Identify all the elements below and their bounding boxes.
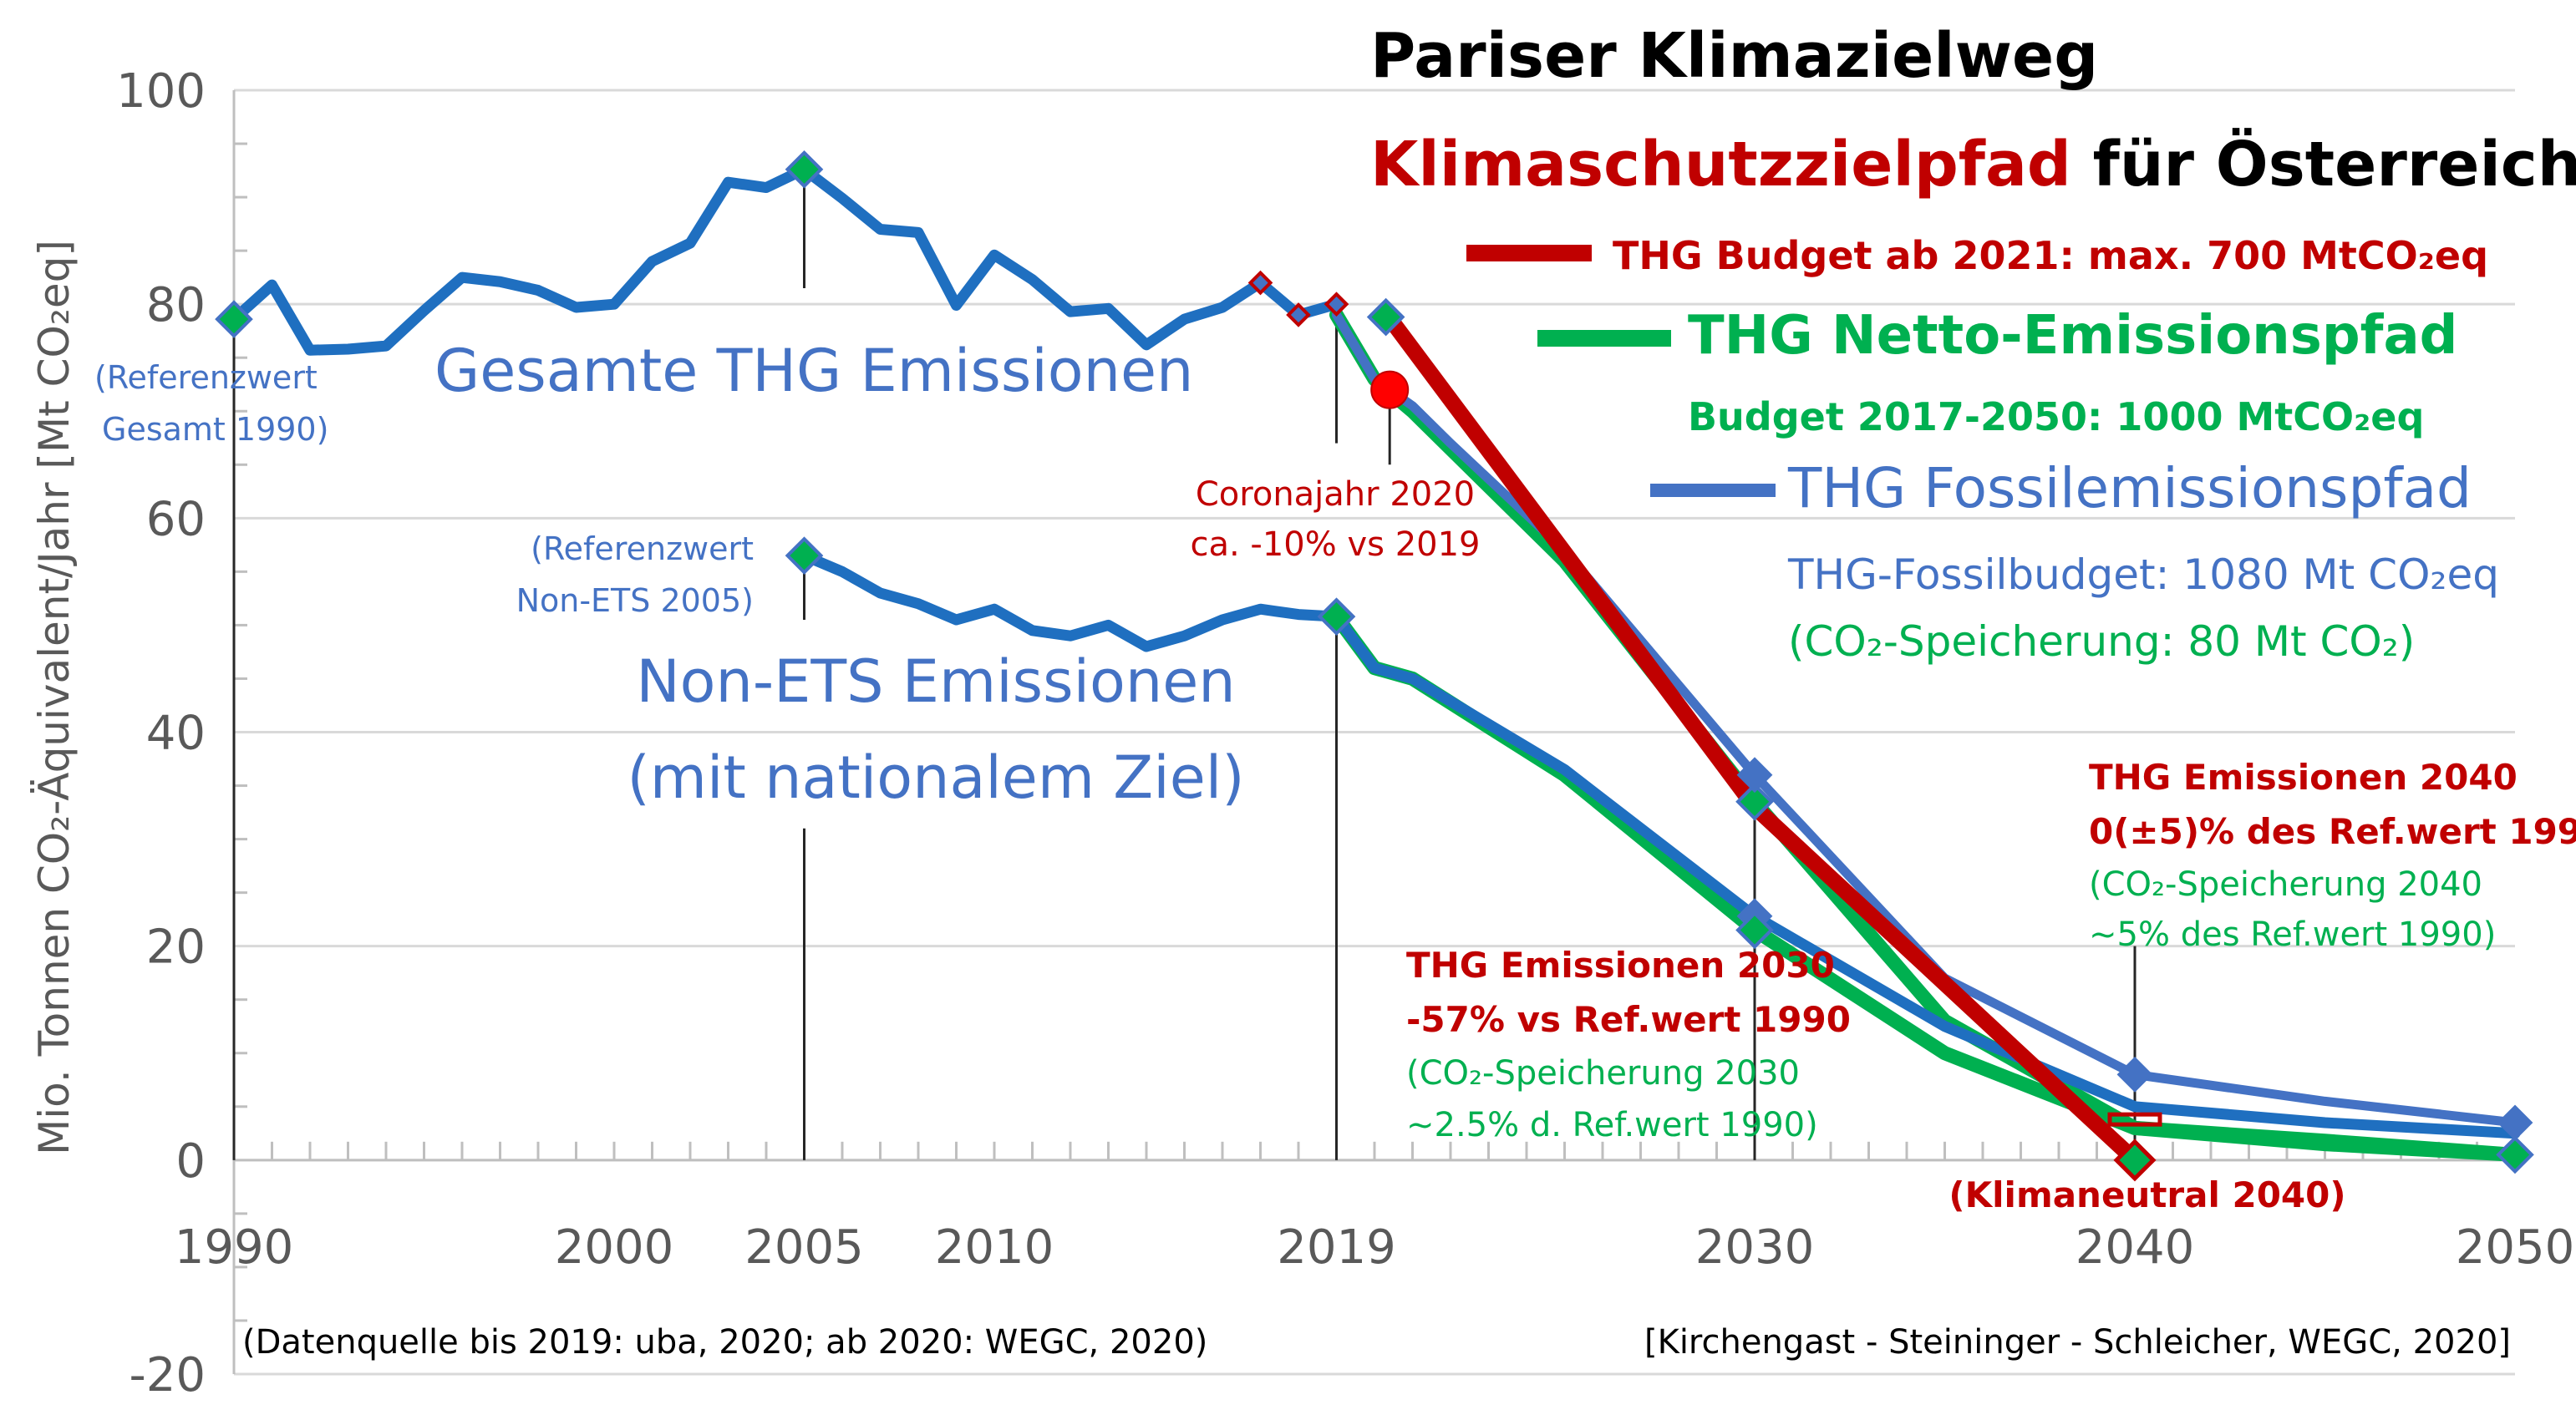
annotation-corona-b: ca. -10% vs 2019 bbox=[1190, 525, 1480, 564]
legend-sublabel-netto: Budget 2017-2050: 1000 MtCO₂eq bbox=[1688, 394, 2424, 439]
marker-diamond bbox=[1324, 292, 1349, 317]
chart-title: Pariser Klimazielweg bbox=[1370, 20, 2098, 92]
y-tick-label: 80 bbox=[146, 278, 206, 332]
marker-diamond bbox=[1736, 757, 1773, 794]
legend-label-budget: THG Budget ab 2021: max. 700 MtCO₂eq bbox=[1613, 233, 2488, 278]
annotation-2030-c: (CO₂-Speicherung 2030 bbox=[1406, 1054, 1800, 1093]
marker-diamond bbox=[1286, 302, 1311, 327]
annotation-2030-b: -57% vs Ref.wert 1990 bbox=[1406, 999, 1851, 1040]
annotation-2040-d: ~5% des Ref.wert 1990) bbox=[2089, 915, 2496, 954]
x-tick-label: 2050 bbox=[2456, 1220, 2575, 1275]
marker-diamond bbox=[1247, 270, 1273, 296]
annotation-corona-a: Coronajahr 2020 bbox=[1196, 475, 1475, 514]
x-tick-label: 2000 bbox=[555, 1220, 674, 1275]
chart-subtitle: Klimaschutzzielpfad für Österreich bbox=[1370, 127, 2576, 200]
y-tick-label: 60 bbox=[146, 492, 206, 546]
legend-sublabel-storage: (CO₂-Speicherung: 80 Mt CO₂) bbox=[1788, 617, 2415, 666]
annotation-gesamt: Gesamte THG Emissionen bbox=[434, 337, 1193, 405]
x-tick-label: 2019 bbox=[1277, 1220, 1396, 1275]
data-markers bbox=[215, 150, 2534, 1182]
marker-diamond bbox=[1735, 910, 1774, 950]
annotation-ref2005-a: (Referenzwert bbox=[531, 530, 754, 567]
x-tick-label: 2040 bbox=[2076, 1220, 2195, 1275]
series-line-nonets_hist bbox=[799, 550, 1342, 652]
x-tick-label: 2010 bbox=[935, 1220, 1054, 1275]
marker-diamond bbox=[785, 150, 824, 189]
y-tick-label: -20 bbox=[130, 1348, 206, 1402]
marker-diamond bbox=[1317, 597, 1356, 636]
annotation-ref1990-a: (Referenzwert bbox=[94, 359, 318, 396]
marker-diamond bbox=[2496, 1135, 2534, 1174]
x-tick-label: 2030 bbox=[1695, 1220, 1815, 1275]
y-tick-label: 20 bbox=[146, 921, 206, 975]
marker-diamond bbox=[785, 536, 824, 575]
marker-diamond bbox=[1366, 297, 1405, 337]
source-right: [Kirchengast - Steininger - Schleicher, … bbox=[1644, 1323, 2511, 1362]
subtitle-red-part: Klimaschutzzielpfad bbox=[1370, 129, 2071, 200]
legend-sublabel-fossil: THG-Fossilbudget: 1080 Mt CO₂eq bbox=[1787, 550, 2499, 599]
legend: THG Budget ab 2021: max. 700 MtCO₂eq THG… bbox=[1466, 233, 2499, 666]
annotation-nonets: Non-ETS Emissionen bbox=[636, 647, 1235, 716]
marker-diamond bbox=[215, 300, 253, 338]
y-tick-label: 0 bbox=[175, 1134, 206, 1189]
annotation-2030-d: ~2.5% d. Ref.wert 1990) bbox=[1406, 1106, 1818, 1144]
legend-label-fossil: THG Fossilemissionspfad bbox=[1787, 456, 2472, 520]
y-tick-label: 40 bbox=[146, 707, 206, 761]
source-left: (Datenquelle bis 2019: uba, 2020; ab 202… bbox=[242, 1323, 1207, 1362]
budget-2040-bar bbox=[2107, 1112, 2162, 1127]
y-axis-label: Mio. Tonnen CO₂-Äquivalent/Jahr [Mt CO₂e… bbox=[30, 240, 79, 1155]
corona-2020-point bbox=[1370, 370, 1410, 409]
marker-diamond bbox=[1735, 782, 1774, 821]
x-tick-label: 2005 bbox=[744, 1220, 864, 1275]
annotation-2040-a: THG Emissionen 2040 bbox=[2089, 757, 2518, 798]
annotation-ref2005-b: Non-ETS 2005) bbox=[516, 582, 754, 619]
annotation-klimaneutral: (Klimaneutral 2040) bbox=[1949, 1174, 2345, 1215]
y-tick-label: 100 bbox=[116, 64, 206, 119]
subtitle-rest-part: für Österreich bbox=[2071, 127, 2576, 200]
legend-label-netto: THG Netto-Emissionspfad bbox=[1688, 305, 2457, 367]
x-tick-label: 1990 bbox=[175, 1220, 294, 1275]
annotation-2040-b: 0(±5)% des Ref.wert 1990 bbox=[2089, 811, 2576, 852]
annotation-2040-c: (CO₂-Speicherung 2040 bbox=[2089, 865, 2482, 904]
marker-diamond bbox=[2113, 1139, 2157, 1182]
annotation-2030-a: THG Emissionen 2030 bbox=[1406, 945, 1835, 986]
marker-diamond bbox=[2116, 1056, 2153, 1093]
annotation-nonets-ziel: (mit nationalem Ziel) bbox=[627, 743, 1244, 812]
series-line-gesamt_hist bbox=[228, 164, 1342, 356]
annotation-ref1990-b: Gesamt 1990) bbox=[102, 411, 328, 448]
